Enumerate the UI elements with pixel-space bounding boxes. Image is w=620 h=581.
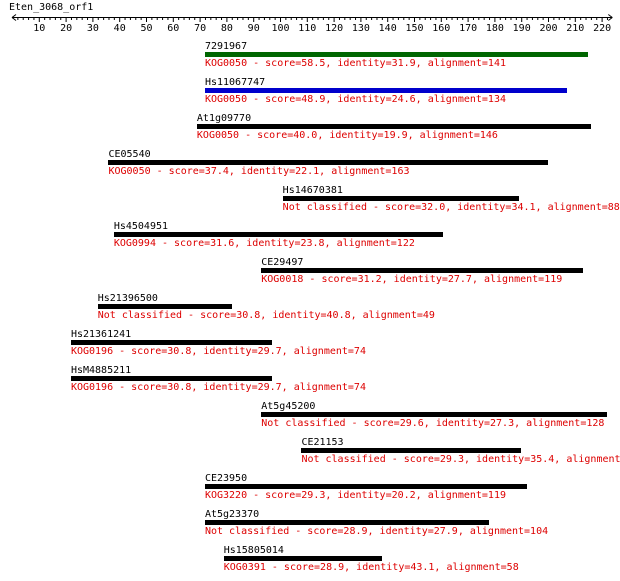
hit-description: KOG0391 - score=28.9, identity=43.1, ali… [223, 562, 519, 573]
ruler-tick-label: 170 [459, 23, 477, 34]
ruler-tick-label: 100 [271, 23, 289, 34]
hit-row[interactable]: Hs11067747 KOG0050 - score=48.9, identity… [0, 77, 620, 113]
hit-row[interactable]: CE05540 KOG0050 - score=37.4, identity=22… [0, 149, 620, 185]
ruler-tick-label: 90 [248, 23, 260, 34]
hit-row[interactable]: Hs4504951 KOG0994 - score=31.6, identity=… [0, 221, 620, 257]
hit-row[interactable]: 7291967 KOG0050 - score=58.5, identity=31… [0, 41, 620, 77]
ruler-arrow-left-end [608, 14, 613, 18]
ruler-tick-label: 150 [405, 23, 423, 34]
hit-row[interactable]: At5g23370 Not classified - score=28.9, id… [0, 509, 620, 545]
hit-description: KOG0018 - score=31.2, identity=27.7, ali… [261, 274, 563, 285]
hit-name[interactable]: HsM4885211 [70, 365, 132, 376]
hit-name[interactable]: CE29497 [261, 257, 304, 268]
query-name: Eten_3068_orf1 [9, 2, 93, 13]
ruler-tick-label: 80 [221, 23, 233, 34]
hit-alignment-bar[interactable] [204, 520, 490, 525]
ruler-tick-label: 50 [140, 23, 152, 34]
hit-name[interactable]: 7291967 [204, 41, 248, 52]
ruler-arrow-right-end [608, 17, 613, 21]
hit-description: Not classified - score=29.3, identity=35… [301, 454, 620, 465]
hit-row[interactable]: CE21153 Not classified - score=29.3, iden… [0, 437, 620, 473]
hit-row[interactable]: At1g09770 KOG0050 - score=40.0, identity=… [0, 113, 620, 149]
ruler-tick-label: 10 [33, 23, 45, 34]
hit-row[interactable]: Hs21361241 KOG0196 - score=30.8, identity… [0, 329, 620, 365]
hit-name[interactable]: Hs4504951 [113, 221, 169, 232]
hit-row[interactable]: At5g45200 Not classified - score=29.6, id… [0, 401, 620, 437]
ruler-tick-label: 130 [352, 23, 370, 34]
hit-name[interactable]: Hs11067747 [204, 77, 266, 88]
ruler-tick-label: 30 [87, 23, 99, 34]
ruler-tick-label: 210 [566, 23, 584, 34]
hit-alignment-bar[interactable] [204, 52, 589, 57]
hit-name[interactable]: CE23950 [204, 473, 248, 484]
hit-description: Not classified - score=32.0, identity=34… [282, 202, 620, 213]
ruler-tick-label: 190 [513, 23, 531, 34]
ruler-tick-label: 200 [539, 23, 557, 34]
hit-row[interactable]: Hs14670381 Not classified - score=32.0, i… [0, 185, 620, 221]
hit-alignment-bar[interactable] [113, 232, 444, 237]
hit-name[interactable]: At5g45200 [261, 401, 316, 412]
hit-alignment-bar[interactable] [70, 340, 272, 345]
hit-description: Not classified - score=28.9, identity=27… [204, 526, 549, 537]
ruler-tick-label: 40 [114, 23, 126, 34]
hit-description: KOG0196 - score=30.8, identity=29.7, ali… [70, 382, 366, 393]
hit-name[interactable]: Hs21396500 [97, 293, 158, 304]
hit-alignment-bar[interactable] [97, 304, 232, 309]
hit-alignment-bar[interactable] [261, 412, 607, 417]
hit-row[interactable]: CE23950 KOG3220 - score=29.3, identity=20… [0, 473, 620, 509]
hit-description: KOG0050 - score=37.4, identity=22.1, ali… [108, 166, 410, 177]
hit-row[interactable]: HsM4885211 KOG0196 - score=30.8, identity… [0, 365, 620, 401]
hit-description: KOG0050 - score=58.5, identity=31.9, ali… [204, 58, 506, 69]
hit-description: KOG0050 - score=40.0, identity=19.9, ali… [196, 130, 498, 141]
hit-alignment-bar[interactable] [282, 196, 519, 201]
ruler-tick-label: 140 [379, 23, 397, 34]
hit-row[interactable]: CE29497 KOG0018 - score=31.2, identity=27… [0, 257, 620, 293]
hit-name[interactable]: CE21153 [301, 437, 344, 448]
ruler-tick-label: 160 [432, 23, 450, 34]
hit-row[interactable]: Hs15805014 KOG0391 - score=28.9, identity… [0, 545, 620, 581]
hit-alignment-bar[interactable] [301, 448, 522, 453]
ruler-tick-label: 60 [167, 23, 179, 34]
hit-row[interactable]: Hs21396500 Not classified - score=30.8, i… [0, 293, 620, 329]
hit-alignment-bar[interactable] [261, 268, 583, 273]
hit-name[interactable]: CE05540 [108, 149, 151, 160]
hit-name[interactable]: Hs21361241 [70, 329, 132, 340]
ruler-arrow-right [11, 17, 17, 21]
ruler-tick-label: 220 [593, 23, 611, 34]
hit-name[interactable]: Hs14670381 [282, 185, 343, 196]
hit-name[interactable]: At1g09770 [196, 113, 252, 124]
ruler-tick-label: 180 [486, 23, 504, 34]
ruler-tick-label: 120 [325, 23, 343, 34]
hit-alignment-bar[interactable] [70, 376, 272, 381]
query-ruler: Eten_3068_orf1 10 20 30 40 50 60 70 80 90 100 110 1… [9, 2, 613, 34]
hit-alignment-bar[interactable] [204, 484, 527, 489]
hit-name[interactable]: Hs15805014 [223, 545, 284, 556]
hit-alignment-bar[interactable] [108, 160, 548, 165]
hit-alignment-bar[interactable] [223, 556, 382, 561]
hit-alignment-bar[interactable] [196, 124, 591, 129]
ruler-tick-label: 70 [194, 23, 206, 34]
hit-description: Not classified - score=29.6, identity=27… [261, 418, 605, 429]
ruler-tick-label: 110 [298, 23, 316, 34]
ruler-arrow-left [11, 14, 17, 18]
hit-description: KOG0050 - score=48.9, identity=24.6, ali… [204, 94, 506, 105]
hit-alignment-bar[interactable] [204, 88, 567, 93]
hit-description: KOG3220 - score=29.3, identity=20.2, ali… [204, 490, 506, 501]
hit-description: Not classified - score=30.8, identity=40… [97, 310, 435, 321]
hit-description: KOG0196 - score=30.8, identity=29.7, ali… [70, 346, 366, 357]
hit-name[interactable]: At5g23370 [204, 509, 260, 520]
hit-description: KOG0994 - score=31.6, identity=23.8, ali… [113, 238, 415, 249]
ruler-labels: 10 20 30 40 50 60 70 80 90 100 110 120 130 140 150 160 1… [33, 23, 611, 34]
ruler-tick-label: 20 [60, 23, 72, 34]
ruler-axis [11, 14, 613, 22]
